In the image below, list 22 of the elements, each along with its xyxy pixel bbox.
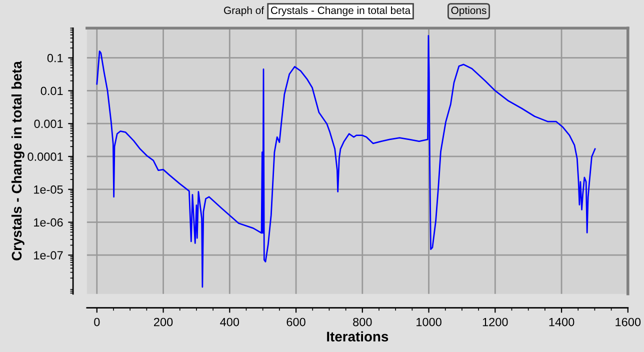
text: Crystals - Change in total beta [271,6,411,16]
x-axis-title: Iterations [327,331,388,342]
x-tick-label: 200 [154,318,173,326]
y-tick-label: 0.01 [40,86,63,96]
text: Graph of [224,6,264,16]
y-tick-label: 0.0001 [28,152,63,161]
x-tick-label: 1000 [416,318,442,326]
y-tick-label: 0.1 [47,54,63,62]
x-tick-label: 1600 [616,318,641,326]
x-tick-label: 1200 [482,318,508,326]
y-tick-label: 1e-06 [34,218,63,227]
line-series [96,35,596,288]
text: Options [451,6,486,16]
y-tick-label: 1e-07 [34,251,63,260]
x-tick-label: 400 [220,318,240,326]
x-tick-label: 600 [286,318,306,326]
y-tick-label: 1e-05 [34,185,63,194]
x-tick-label: 800 [353,318,372,326]
x-tick-label: 0 [94,318,100,326]
y-axis-title: Crystals - Change in total beta [11,61,24,260]
y-tick-label: 0.001 [34,120,63,128]
x-tick-label: 1400 [549,318,574,326]
